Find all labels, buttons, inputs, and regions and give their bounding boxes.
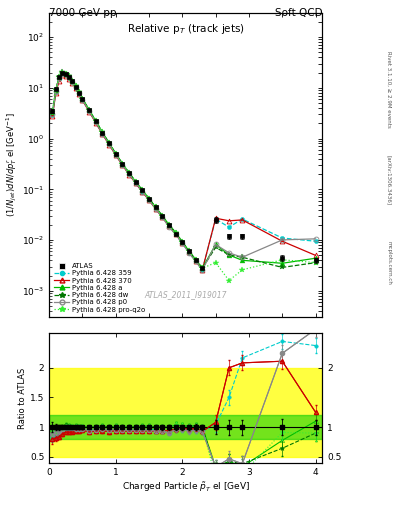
Legend: ATLAS, Pythia 6.428 359, Pythia 6.428 370, Pythia 6.428 a, Pythia 6.428 dw, Pyth: ATLAS, Pythia 6.428 359, Pythia 6.428 37…: [53, 262, 147, 314]
Text: mcplots.cern.ch: mcplots.cern.ch: [386, 241, 391, 285]
Y-axis label: $(1/N_{jet})dN/dp^r_T$ el [GeV$^{-1}$]: $(1/N_{jet})dN/dp^r_T$ el [GeV$^{-1}$]: [5, 113, 19, 218]
Text: Rivet 3.1.10, ≥ 2.9M events: Rivet 3.1.10, ≥ 2.9M events: [386, 51, 391, 127]
Text: [arXiv:1306.3436]: [arXiv:1306.3436]: [386, 155, 391, 205]
Y-axis label: Ratio to ATLAS: Ratio to ATLAS: [18, 368, 27, 429]
Text: 7000 GeV pp: 7000 GeV pp: [49, 8, 117, 18]
Bar: [49, 368, 322, 457]
Text: Soft QCD: Soft QCD: [275, 8, 322, 18]
Text: Relative p$_T$ (track jets): Relative p$_T$ (track jets): [127, 22, 245, 36]
Bar: [49, 415, 322, 439]
Text: ATLAS_2011_I919017: ATLAS_2011_I919017: [145, 290, 227, 299]
X-axis label: Charged Particle $\tilde{p}_T$ el [GeV]: Charged Particle $\tilde{p}_T$ el [GeV]: [122, 480, 250, 494]
